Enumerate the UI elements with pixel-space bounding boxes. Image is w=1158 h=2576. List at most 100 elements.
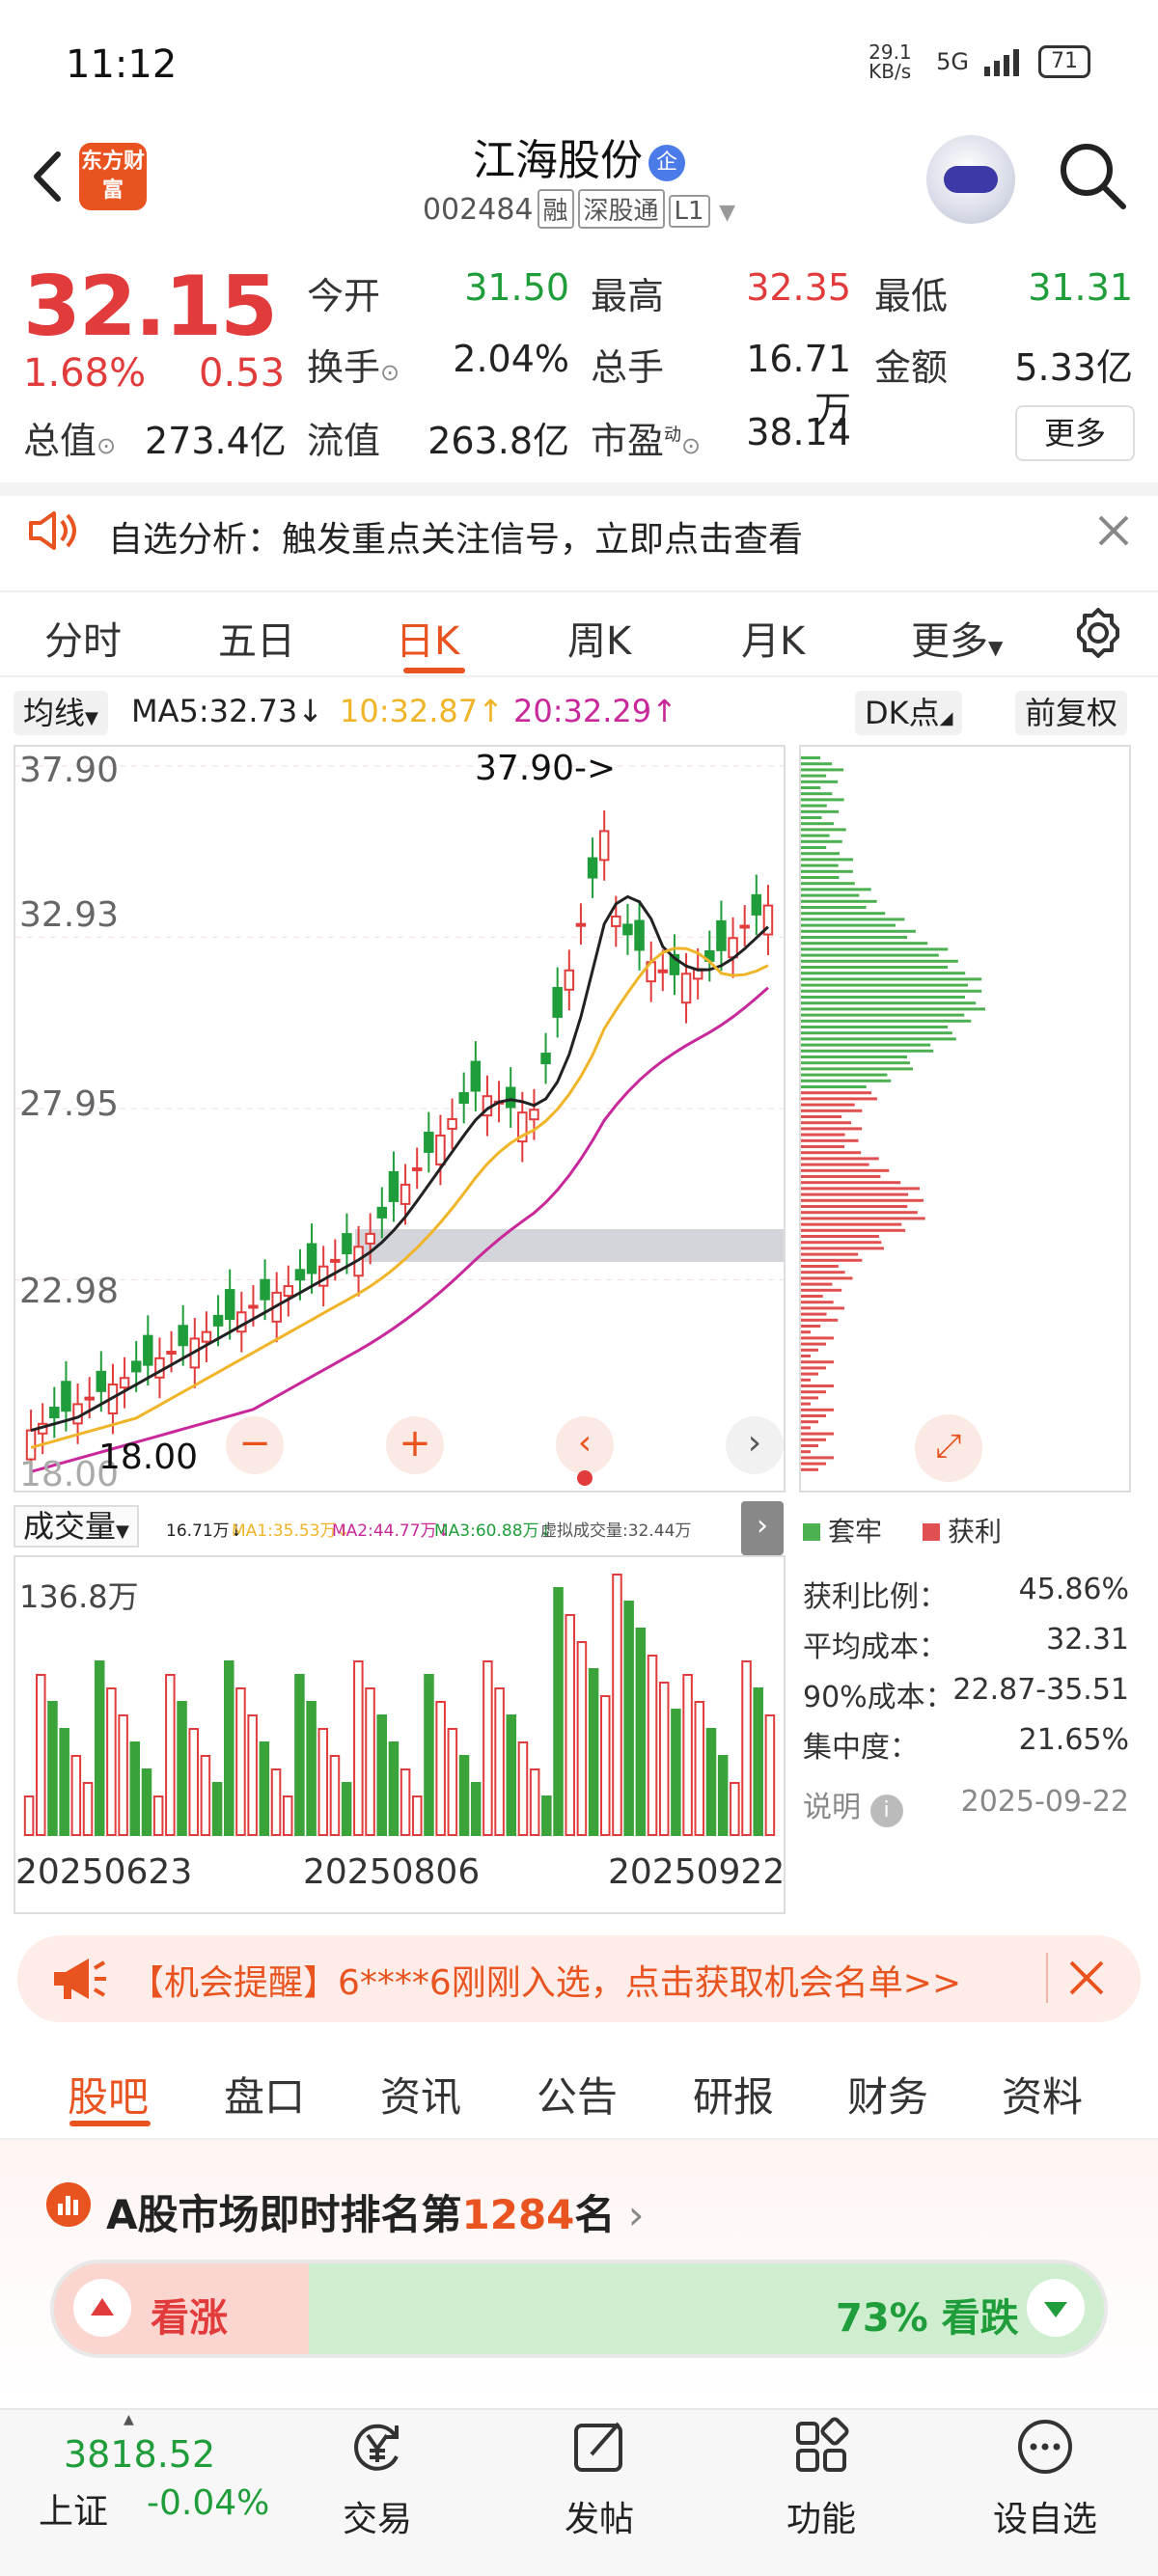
tab-order-book[interactable]: 盘口 — [224, 2073, 306, 2121]
index-name[interactable]: 上证 — [39, 2492, 109, 2532]
assistant-robot-icon[interactable] — [926, 135, 1015, 224]
chip-bar — [801, 1312, 827, 1316]
close-icon[interactable] — [1067, 1959, 1106, 1997]
zoom-out-icon[interactable]: − — [226, 1416, 284, 1474]
absolute-change: 0.53 — [199, 351, 286, 396]
volume-bar — [623, 1601, 634, 1836]
index-value[interactable]: 3818.52 — [64, 2433, 216, 2476]
candle-body — [575, 922, 587, 927]
info-icon[interactable]: i — [869, 1795, 903, 1827]
dk-button[interactable]: DK点◢ — [855, 691, 963, 735]
volume-bar — [424, 1674, 434, 1836]
chip-bar — [801, 1079, 892, 1082]
scroll-right-icon[interactable]: › — [726, 1416, 784, 1474]
tab-monthly-k[interactable]: 月K — [741, 619, 806, 664]
volume-bar — [400, 1768, 411, 1836]
volume-bar — [259, 1741, 270, 1836]
info-icon[interactable]: ⊙ — [380, 359, 400, 386]
volume-bar — [235, 1687, 246, 1836]
zoom-in-icon[interactable]: + — [386, 1416, 444, 1474]
chip-bar — [801, 1414, 826, 1417]
y-tick: 18.00 — [19, 1455, 120, 1494]
volume-bar — [741, 1660, 752, 1836]
stock-subline[interactable]: 002484 融深股通 L1 ▼ — [0, 189, 1158, 229]
volume-bar — [717, 1755, 729, 1836]
nav-add-watchlist[interactable]: 设自选 — [973, 2416, 1117, 2541]
tab-profile[interactable]: 资料 — [1002, 2073, 1084, 2121]
candle-body — [330, 1258, 341, 1263]
candle-body — [376, 1206, 388, 1219]
vote-up-button[interactable]: 看涨 — [151, 2296, 228, 2341]
volume-bar — [671, 1709, 681, 1836]
ranking-text[interactable]: A股市场即时排名第1284名 › — [106, 2191, 645, 2238]
kline-chart[interactable]: 37.90 32.93 27.95 22.98 18.00 37.90-> 18… — [14, 745, 786, 1494]
tab-forum[interactable]: 股吧 — [68, 2073, 150, 2121]
chip-bar — [801, 756, 821, 759]
chevron-right-icon[interactable]: › — [741, 1501, 784, 1555]
chevron-down-icon: ▼ — [719, 201, 736, 225]
opportunity-bar[interactable] — [17, 1935, 1141, 2022]
nav-functions[interactable]: 功能 — [749, 2416, 894, 2541]
notice-text[interactable]: 自选分析：触发重点关注信号，立即点击查看 — [108, 520, 804, 560]
search-icon[interactable] — [1054, 137, 1131, 214]
tab-announcements[interactable]: 公告 — [537, 2073, 619, 2121]
chip-bar — [801, 1001, 977, 1005]
chip-bar — [801, 1420, 818, 1424]
notice-bar[interactable] — [0, 482, 1158, 583]
info-icon[interactable]: ⊙ — [681, 432, 702, 459]
grid-icon — [796, 2417, 849, 2472]
y-tick: 27.95 — [19, 1084, 120, 1124]
candle-body — [517, 1111, 528, 1143]
tab-weekly-k[interactable]: 周K — [567, 619, 632, 664]
amount-label: 金额 — [874, 346, 949, 389]
chip-bar — [801, 1043, 931, 1047]
tab-intraday[interactable]: 分时 — [44, 619, 122, 664]
adjust-button[interactable]: 前复权 — [1015, 691, 1128, 735]
candle-body — [435, 1134, 446, 1165]
chip-bar — [801, 762, 833, 766]
tab-daily-k[interactable]: 日K — [396, 619, 460, 664]
note-label[interactable]: 说明 i — [803, 1783, 903, 1827]
volume-bar — [282, 1795, 293, 1836]
volume-bar — [529, 1768, 540, 1836]
chip-bar — [801, 1325, 821, 1328]
candle-body — [306, 1243, 317, 1274]
volume-bar — [588, 1668, 599, 1836]
chip-bar — [801, 1103, 855, 1107]
index-change[interactable]: -0.04% — [147, 2483, 270, 2523]
volume-bar — [388, 1741, 400, 1836]
candle-body — [739, 924, 750, 929]
scroll-left-icon[interactable]: ‹ — [556, 1416, 614, 1474]
close-icon[interactable] — [1096, 513, 1131, 548]
nav-post[interactable]: 发帖 — [527, 2416, 672, 2541]
back-icon[interactable] — [21, 143, 79, 210]
expand-icon[interactable]: ⤢ — [915, 1414, 982, 1482]
arrow-down-icon[interactable] — [1027, 2279, 1085, 2337]
volume-legend-ma1: MA1:35.53万↓ — [232, 1521, 350, 1541]
chip-bar — [801, 977, 982, 981]
candle-body — [388, 1170, 400, 1202]
tab-research[interactable]: 研报 — [693, 2073, 775, 2121]
nav-trade[interactable]: 交易 — [305, 2416, 450, 2541]
arrow-up-icon[interactable] — [73, 2279, 131, 2337]
vote-down-button[interactable]: 73% 看跌 — [836, 2296, 1019, 2341]
tab-five-day[interactable]: 五日 — [218, 619, 295, 664]
volume-bar — [211, 1782, 223, 1836]
chip-bar — [801, 1258, 863, 1262]
chip-bar — [801, 989, 982, 993]
volume-bar — [36, 1674, 46, 1836]
tab-more[interactable]: 更多▼ — [911, 619, 1004, 664]
low-annotation: 18.00 — [98, 1438, 199, 1477]
ma-select[interactable]: 均线▼ — [14, 691, 108, 735]
volume-bar — [470, 1782, 482, 1836]
tab-finance[interactable]: 财务 — [847, 2073, 929, 2121]
more-button[interactable]: 更多 — [1015, 405, 1135, 461]
opportunity-text[interactable]: 【机会提醒】6****6刚刚入选，点击获取机会名单>> — [129, 1963, 962, 2003]
info-icon[interactable]: ⊙ — [96, 432, 117, 459]
support-zone — [355, 1229, 784, 1262]
volume-select[interactable]: 成交量▼ — [14, 1505, 139, 1548]
gear-icon[interactable] — [1071, 606, 1125, 660]
tab-news[interactable]: 资讯 — [380, 2073, 462, 2121]
candle-body — [751, 893, 762, 916]
position-dot — [577, 1470, 593, 1486]
